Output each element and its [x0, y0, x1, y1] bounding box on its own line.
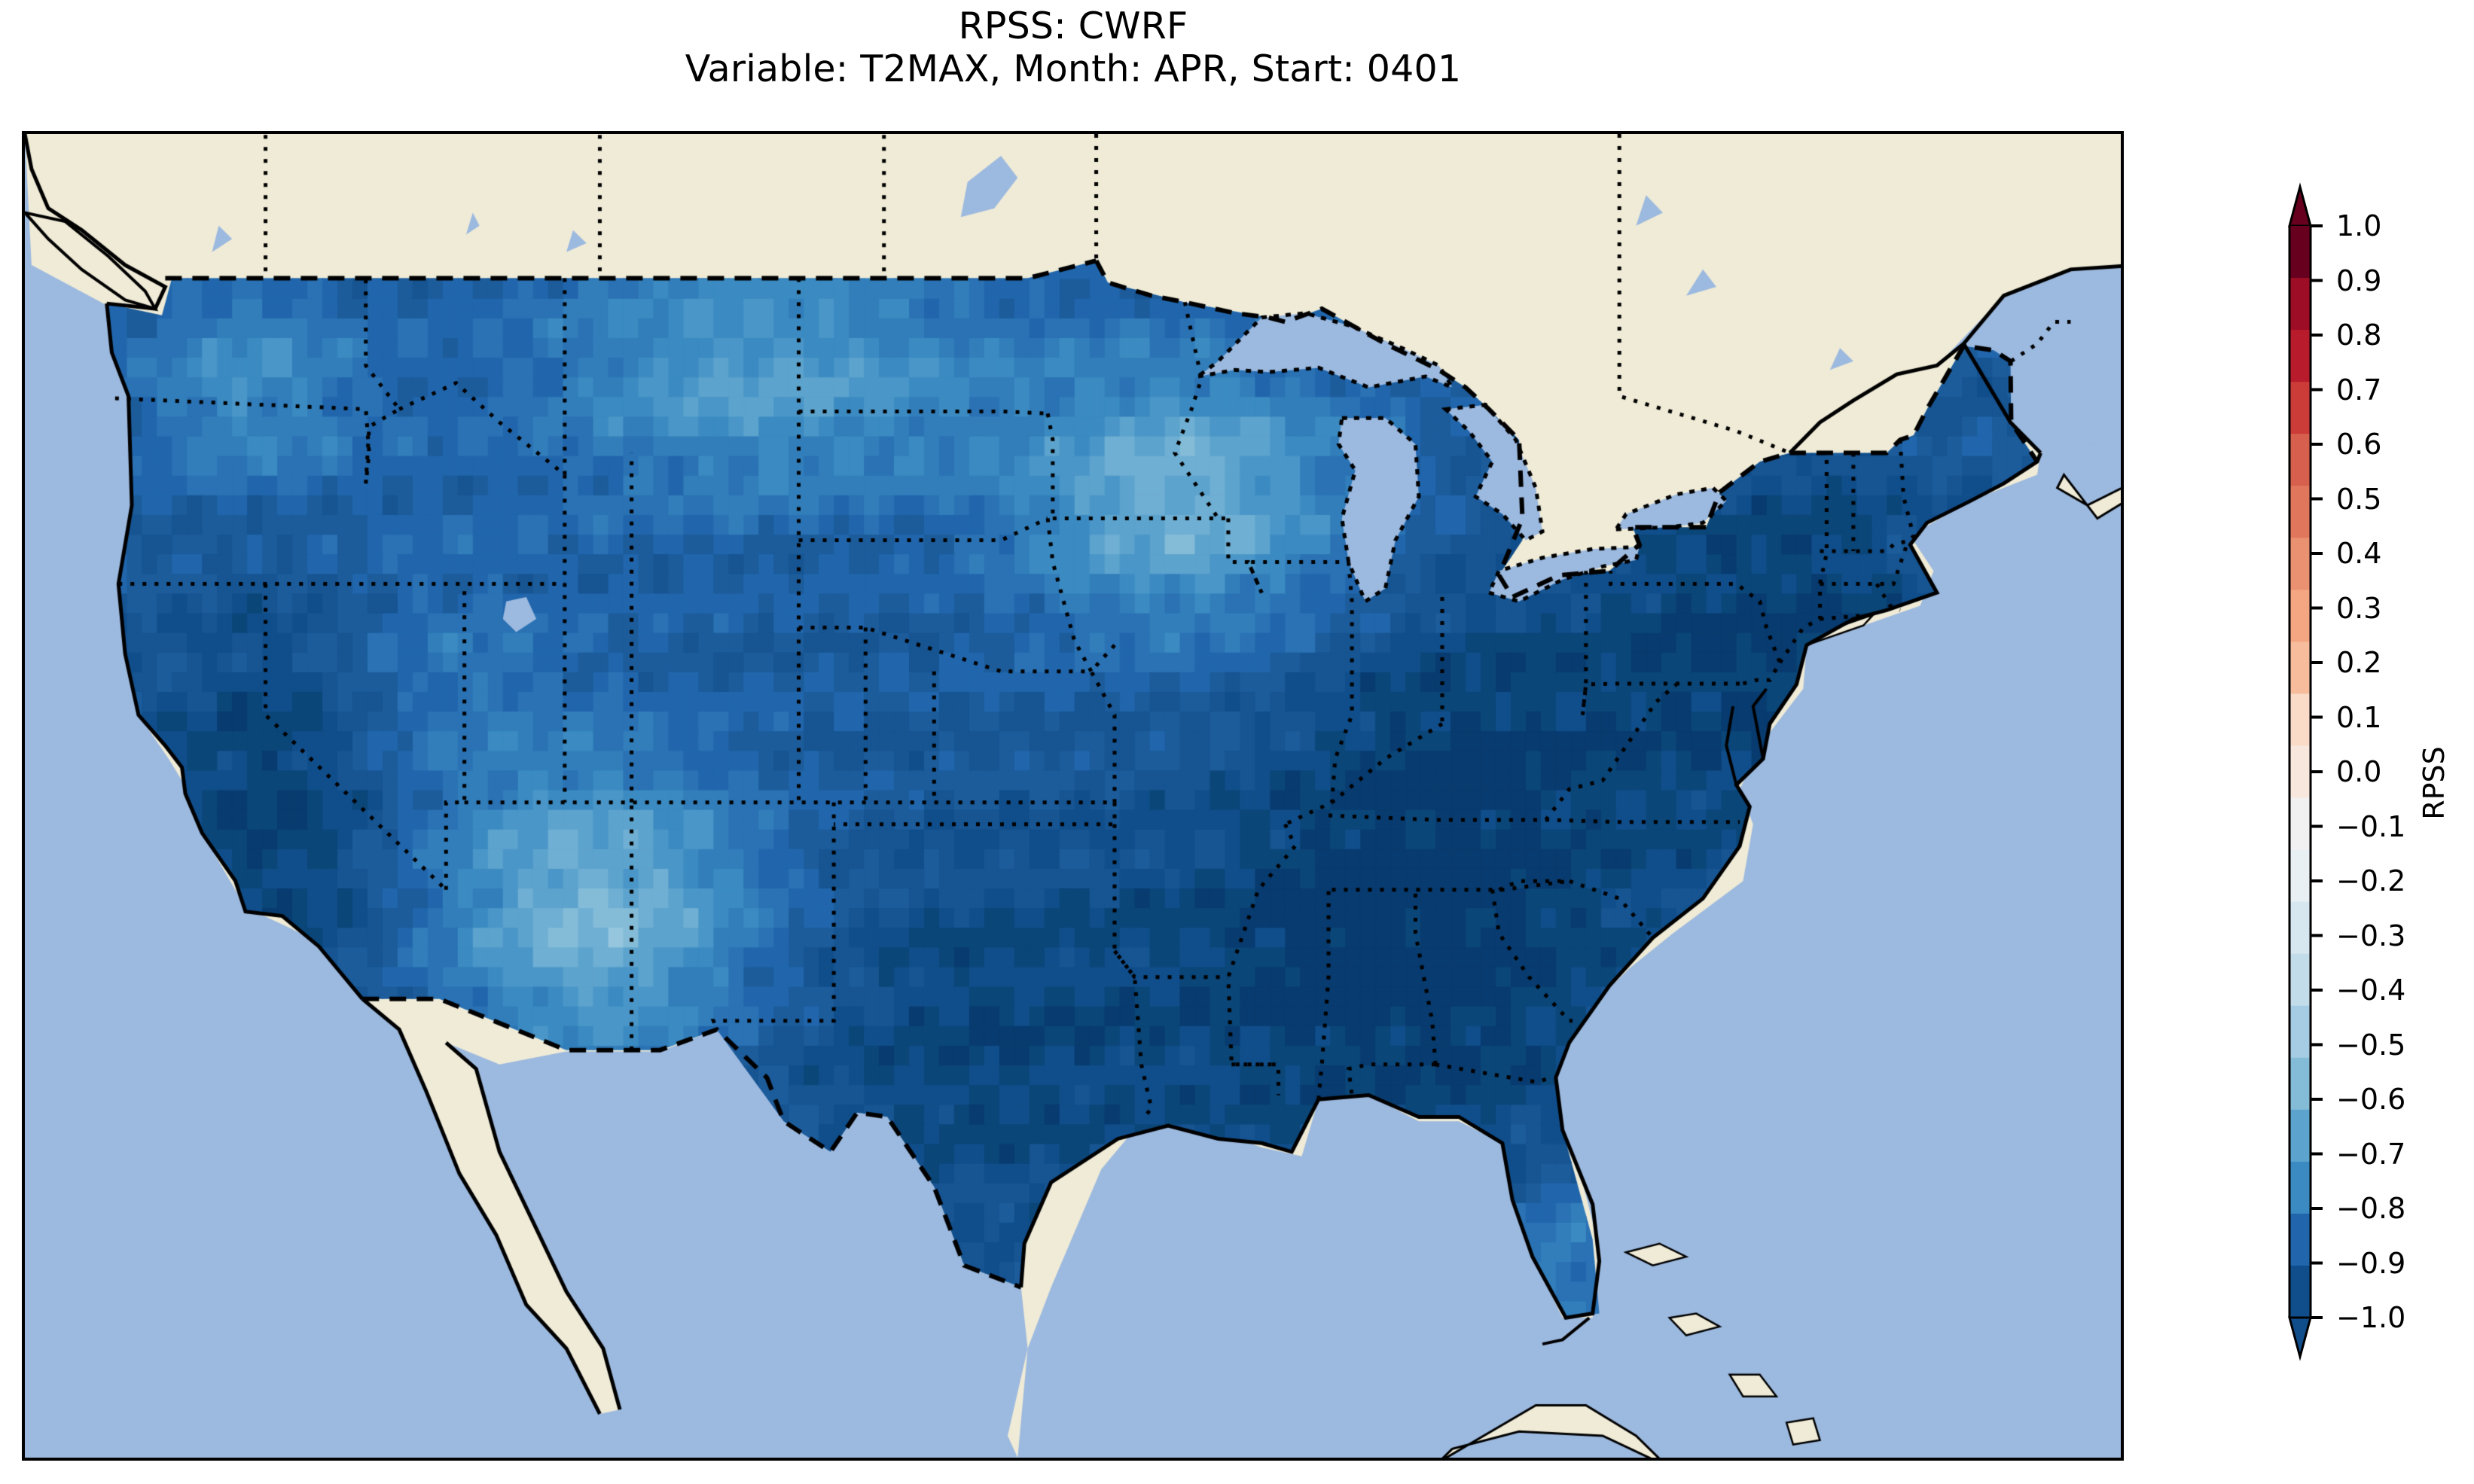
title-line-secondary: Variable: T2MAX, Month: APR, Start: 0401 — [685, 47, 1462, 91]
colorbar-tick-label: 0.2 — [2336, 646, 2382, 679]
colorbar-tick-label: −0.4 — [2336, 974, 2406, 1007]
colorbar-axis-label: RPSS — [2418, 746, 2451, 820]
colorbar-tick-label: −0.7 — [2336, 1137, 2406, 1171]
colorbar-tick-label: 0.3 — [2336, 591, 2382, 625]
colorbar-tick-label: −0.6 — [2336, 1083, 2406, 1116]
colorbar: RPSS 1.0 0.9 0.8 0.7 0.6 0.5 0.4 0.3 0.2 0.1 0.0 −0… — [2286, 182, 2467, 1361]
title-line-primary: RPSS: CWRF — [958, 5, 1188, 47]
colorbar-tick-label: −0.5 — [2336, 1028, 2406, 1062]
colorbar-tick-label: 0.1 — [2336, 700, 2382, 734]
plot-title: RPSS: CWRF Variable: T2MAX, Month: APR, … — [0, 5, 2146, 91]
colorbar-tick-label: 0.6 — [2336, 428, 2382, 461]
colorbar-tick-label: 0.5 — [2336, 482, 2382, 516]
colorbar-tick-label: 0.7 — [2336, 373, 2382, 407]
colorbar-tick-label: 0.0 — [2336, 755, 2382, 788]
colorbar-tick-label: −0.3 — [2336, 919, 2406, 952]
colorbar-tick-label: 0.4 — [2336, 537, 2382, 570]
colorbar-tick-label: −0.9 — [2336, 1246, 2406, 1280]
colorbar-tick-label: 0.9 — [2336, 264, 2382, 297]
colorbar-tick-label: −0.8 — [2336, 1192, 2406, 1225]
rpss-heatmap-canvas — [25, 134, 2121, 1458]
colorbar-gradient — [2288, 182, 2323, 1361]
colorbar-tick-label: 1.0 — [2336, 209, 2382, 242]
map-panel — [22, 131, 2124, 1461]
colorbar-tick-label: 0.8 — [2336, 318, 2382, 352]
colorbar-tick-label: −1.0 — [2336, 1301, 2406, 1334]
colorbar-tick-label: −0.2 — [2336, 864, 2406, 897]
colorbar-tick-label: −0.1 — [2336, 809, 2406, 843]
